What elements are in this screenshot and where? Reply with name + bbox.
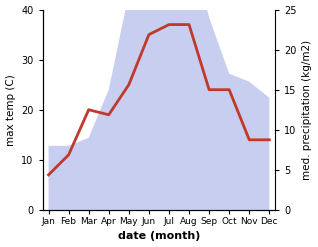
- Y-axis label: max temp (C): max temp (C): [5, 74, 16, 146]
- Y-axis label: med. precipitation (kg/m2): med. precipitation (kg/m2): [302, 40, 313, 180]
- X-axis label: date (month): date (month): [118, 231, 200, 242]
